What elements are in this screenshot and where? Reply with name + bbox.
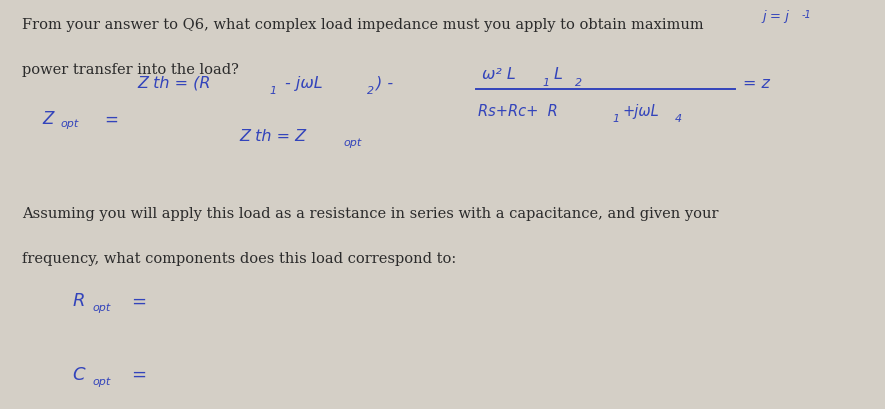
- Text: Z th = (R: Z th = (R: [137, 76, 211, 91]
- Text: 4: 4: [675, 114, 682, 124]
- Text: 1: 1: [612, 114, 620, 124]
- Text: opt: opt: [92, 303, 111, 313]
- Text: opt: opt: [343, 138, 362, 148]
- Text: ω² L: ω² L: [482, 67, 516, 83]
- Text: Z: Z: [42, 110, 54, 128]
- Text: R: R: [73, 292, 85, 310]
- Text: ) -: ) -: [376, 76, 393, 91]
- Text: Rs+Rc+  R: Rs+Rc+ R: [478, 104, 558, 119]
- Text: 2: 2: [367, 86, 374, 96]
- Text: C: C: [73, 366, 85, 384]
- Text: =: =: [131, 366, 146, 384]
- Text: L: L: [553, 67, 562, 83]
- Text: From your answer to Q6, what complex load impedance must you apply to obtain max: From your answer to Q6, what complex loa…: [22, 18, 704, 32]
- Text: =: =: [104, 110, 119, 128]
- Text: 2: 2: [575, 78, 582, 88]
- Text: =: =: [131, 292, 146, 310]
- Text: opt: opt: [60, 119, 79, 128]
- Text: j = j: j = j: [763, 10, 789, 23]
- Text: - jωL: - jωL: [285, 76, 323, 91]
- Text: frequency, what components does this load correspond to:: frequency, what components does this loa…: [22, 252, 457, 265]
- Text: = z: = z: [743, 76, 770, 91]
- Text: opt: opt: [92, 377, 111, 387]
- Text: Z th = Z: Z th = Z: [239, 129, 306, 144]
- Text: Assuming you will apply this load as a resistance in series with a capacitance, : Assuming you will apply this load as a r…: [22, 207, 719, 220]
- Text: 1: 1: [543, 78, 550, 88]
- Text: 1: 1: [270, 86, 277, 96]
- Text: +jωL: +jωL: [622, 104, 659, 119]
- Text: power transfer into the load?: power transfer into the load?: [22, 63, 239, 77]
- Text: -1: -1: [802, 10, 812, 20]
